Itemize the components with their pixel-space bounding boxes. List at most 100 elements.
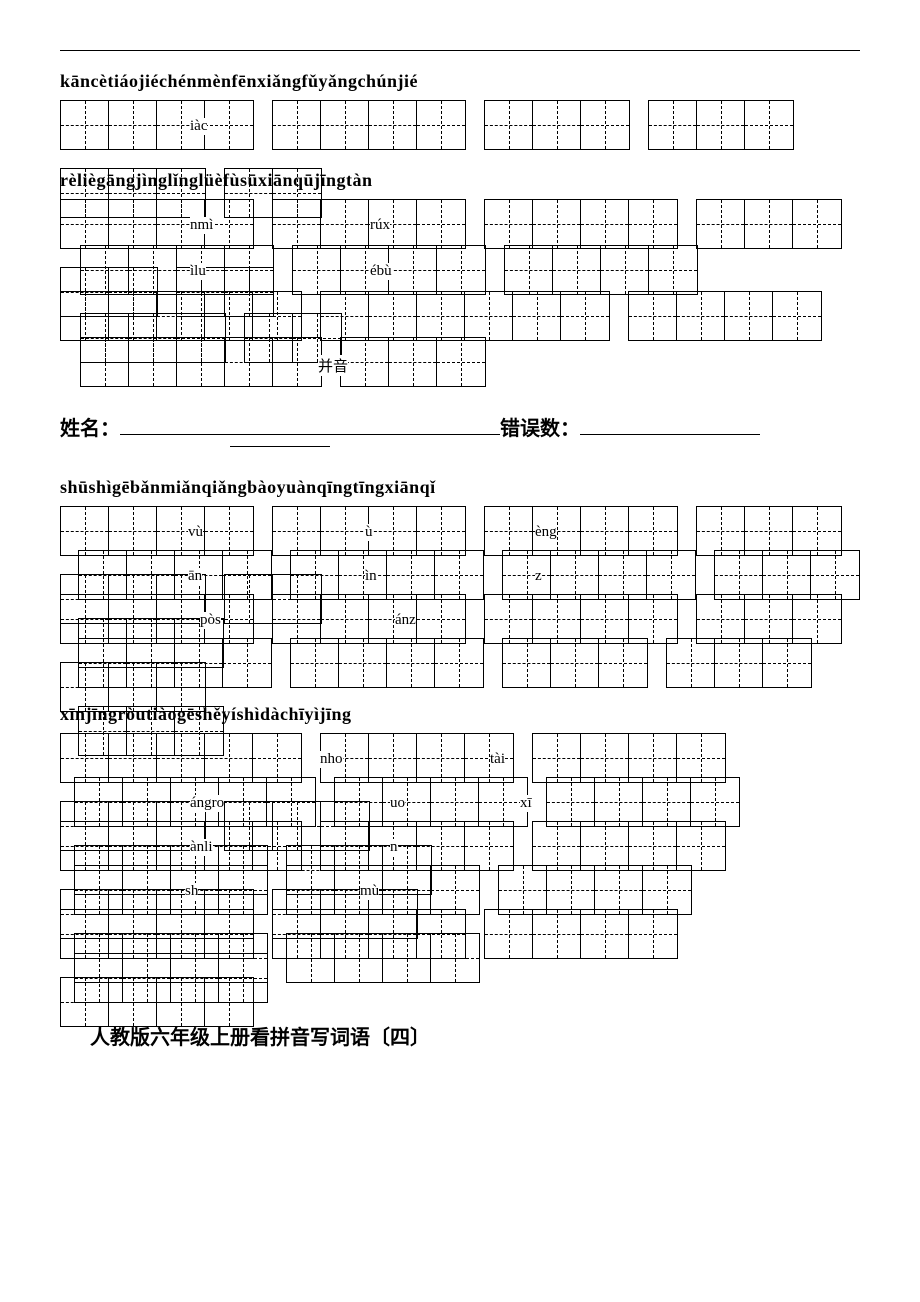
tian-cell[interactable] xyxy=(697,595,745,643)
tian-group[interactable] xyxy=(648,100,794,150)
tian-cell[interactable] xyxy=(129,246,177,294)
tian-cell[interactable] xyxy=(763,551,811,599)
tian-cell[interactable] xyxy=(109,910,157,958)
tian-cell[interactable] xyxy=(341,338,389,386)
tian-cell[interactable] xyxy=(581,507,629,555)
tian-cell[interactable] xyxy=(561,292,609,340)
tian-cell[interactable] xyxy=(595,866,643,914)
tian-cell[interactable] xyxy=(61,822,109,870)
tian-cell[interactable] xyxy=(273,101,321,149)
tian-cell[interactable] xyxy=(109,292,157,340)
tian-cell[interactable] xyxy=(109,507,157,555)
tian-cell[interactable] xyxy=(291,551,339,599)
tian-cell[interactable] xyxy=(745,595,793,643)
tian-cell[interactable] xyxy=(123,866,171,914)
tian-cell[interactable] xyxy=(157,910,205,958)
tian-cell[interactable] xyxy=(793,200,841,248)
tian-group[interactable] xyxy=(498,865,692,915)
tian-cell[interactable] xyxy=(485,507,533,555)
tian-group[interactable] xyxy=(696,594,842,644)
tian-cell[interactable] xyxy=(157,292,205,340)
tian-group[interactable] xyxy=(484,506,678,556)
tian-cell[interactable] xyxy=(219,778,267,826)
tian-cell[interactable] xyxy=(677,734,725,782)
tian-cell[interactable] xyxy=(601,246,649,294)
tian-cell[interactable] xyxy=(503,551,551,599)
tian-cell[interactable] xyxy=(127,639,175,687)
tian-cell[interactable] xyxy=(533,734,581,782)
tian-cell[interactable] xyxy=(629,822,677,870)
tian-cell[interactable] xyxy=(745,507,793,555)
tian-cell[interactable] xyxy=(503,639,551,687)
tian-group[interactable] xyxy=(272,199,466,249)
tian-group[interactable] xyxy=(696,506,842,556)
tian-cell[interactable] xyxy=(369,734,417,782)
tian-cell[interactable] xyxy=(293,246,341,294)
tian-cell[interactable] xyxy=(127,551,175,599)
tian-cell[interactable] xyxy=(273,507,321,555)
tian-cell[interactable] xyxy=(253,292,301,340)
tian-cell[interactable] xyxy=(225,338,273,386)
tian-group[interactable] xyxy=(484,909,678,959)
tian-cell[interactable] xyxy=(417,200,465,248)
tian-cell[interactable] xyxy=(629,910,677,958)
tian-group[interactable] xyxy=(290,550,484,600)
tian-cell[interactable] xyxy=(287,866,335,914)
tian-cell[interactable] xyxy=(61,292,109,340)
tian-group[interactable] xyxy=(484,100,630,150)
tian-cell[interactable] xyxy=(697,200,745,248)
tian-cell[interactable] xyxy=(811,551,859,599)
tian-cell[interactable] xyxy=(773,292,821,340)
tian-cell[interactable] xyxy=(629,507,677,555)
tian-cell[interactable] xyxy=(369,910,417,958)
tian-cell[interactable] xyxy=(321,822,369,870)
tian-cell[interactable] xyxy=(677,292,725,340)
tian-group[interactable] xyxy=(666,638,812,688)
tian-group[interactable] xyxy=(78,550,272,600)
tian-cell[interactable] xyxy=(223,551,271,599)
tian-cell[interactable] xyxy=(389,246,437,294)
tian-cell[interactable] xyxy=(533,101,581,149)
tian-group[interactable] xyxy=(340,337,486,387)
tian-cell[interactable] xyxy=(649,246,697,294)
tian-cell[interactable] xyxy=(75,778,123,826)
tian-cell[interactable] xyxy=(321,910,369,958)
tian-cell[interactable] xyxy=(383,866,431,914)
tian-cell[interactable] xyxy=(175,639,223,687)
tian-cell[interactable] xyxy=(81,246,129,294)
tian-cell[interactable] xyxy=(745,200,793,248)
tian-cell[interactable] xyxy=(369,507,417,555)
tian-cell[interactable] xyxy=(485,101,533,149)
tian-group[interactable] xyxy=(60,100,254,150)
tian-cell[interactable] xyxy=(505,246,553,294)
tian-group[interactable] xyxy=(546,777,740,827)
tian-cell[interactable] xyxy=(649,101,697,149)
tian-group[interactable] xyxy=(60,594,254,644)
tian-cell[interactable] xyxy=(599,639,647,687)
tian-group[interactable] xyxy=(714,550,860,600)
tian-cell[interactable] xyxy=(629,595,677,643)
tian-cell[interactable] xyxy=(61,200,109,248)
tian-group[interactable] xyxy=(502,550,696,600)
tian-cell[interactable] xyxy=(223,639,271,687)
tian-cell[interactable] xyxy=(431,778,479,826)
tian-cell[interactable] xyxy=(157,595,205,643)
tian-cell[interactable] xyxy=(581,595,629,643)
tian-cell[interactable] xyxy=(465,292,513,340)
tian-cell[interactable] xyxy=(435,639,483,687)
tian-cell[interactable] xyxy=(499,866,547,914)
tian-cell[interactable] xyxy=(61,595,109,643)
tian-cell[interactable] xyxy=(61,101,109,149)
tian-group[interactable] xyxy=(60,821,302,871)
tian-cell[interactable] xyxy=(643,866,691,914)
tian-cell[interactable] xyxy=(387,551,435,599)
tian-group[interactable] xyxy=(60,199,254,249)
tian-cell[interactable] xyxy=(205,507,253,555)
error-underline[interactable] xyxy=(580,434,760,435)
tian-cell[interactable] xyxy=(581,910,629,958)
tian-group[interactable] xyxy=(532,733,726,783)
tian-cell[interactable] xyxy=(599,551,647,599)
tian-cell[interactable] xyxy=(273,200,321,248)
tian-group[interactable] xyxy=(74,865,268,915)
tian-cell[interactable] xyxy=(595,778,643,826)
